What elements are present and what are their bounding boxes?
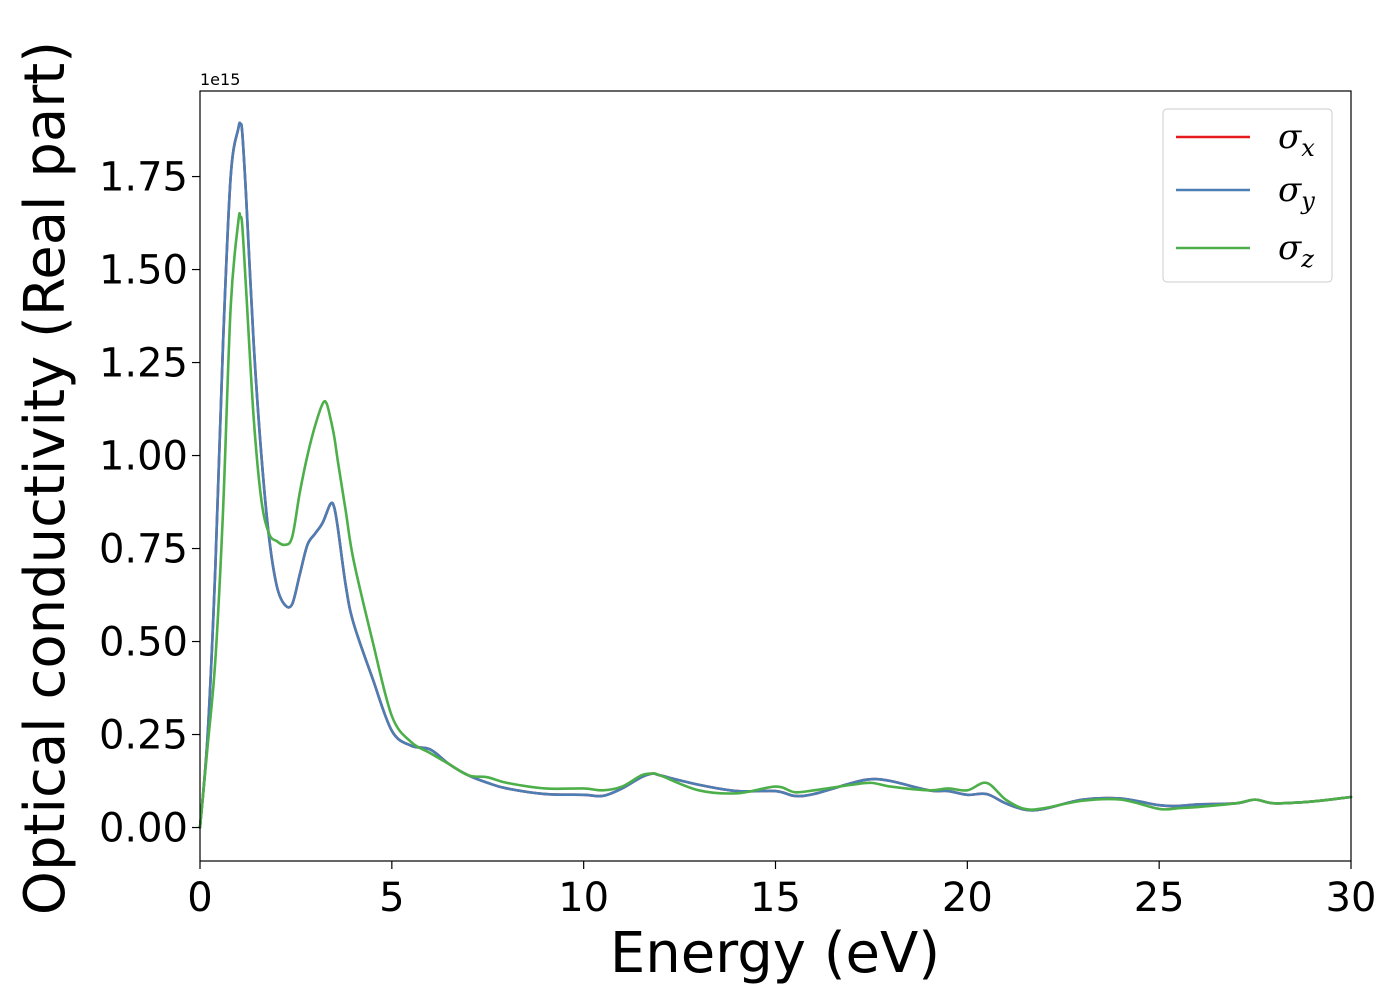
x-tick-label: 15 (750, 875, 801, 921)
legend: σx σy σz (1162, 108, 1333, 283)
x-tick-label: 30 (1326, 875, 1377, 921)
y-tick-label: 0.75 (99, 527, 188, 573)
y-tick-label: 0.50 (99, 620, 188, 666)
y-axis-title: Optical conductivity (Real part) (13, 41, 78, 915)
y-tick-label: 0.00 (99, 806, 188, 852)
series-line-z (198, 212, 1353, 829)
x-tick-label: 20 (942, 875, 993, 921)
legend-label: σz (1278, 228, 1314, 273)
series-layer (198, 121, 1353, 829)
y-tick-label: 1.00 (99, 434, 188, 480)
legend-box (1162, 108, 1333, 283)
legend-entries: σx σy σz (1176, 117, 1315, 273)
x-axis: 0 5 10 15 20 25 30 (187, 861, 1376, 921)
y-tick-label: 1.50 (99, 248, 188, 294)
x-tick-label: 5 (379, 875, 404, 921)
legend-label: σy (1278, 170, 1315, 215)
y-tick-label: 0.25 (99, 713, 188, 759)
legend-entry-x: σx (1176, 117, 1315, 162)
y-axis: 0.00 0.25 0.50 0.75 1.00 1.25 1.50 1.75 (99, 155, 200, 852)
legend-label: σx (1278, 117, 1315, 162)
legend-entry-y: σy (1176, 170, 1315, 215)
y-tick-label: 1.25 (99, 341, 188, 387)
y-offset-label: 1e15 (200, 70, 240, 89)
x-axis-title: Energy (eV) (610, 921, 940, 986)
x-tick-label: 25 (1134, 875, 1185, 921)
x-tick-label: 10 (558, 875, 609, 921)
x-tick-label: 0 (187, 875, 212, 921)
legend-entry-z: σz (1176, 228, 1314, 273)
y-tick-label: 1.75 (99, 155, 188, 201)
